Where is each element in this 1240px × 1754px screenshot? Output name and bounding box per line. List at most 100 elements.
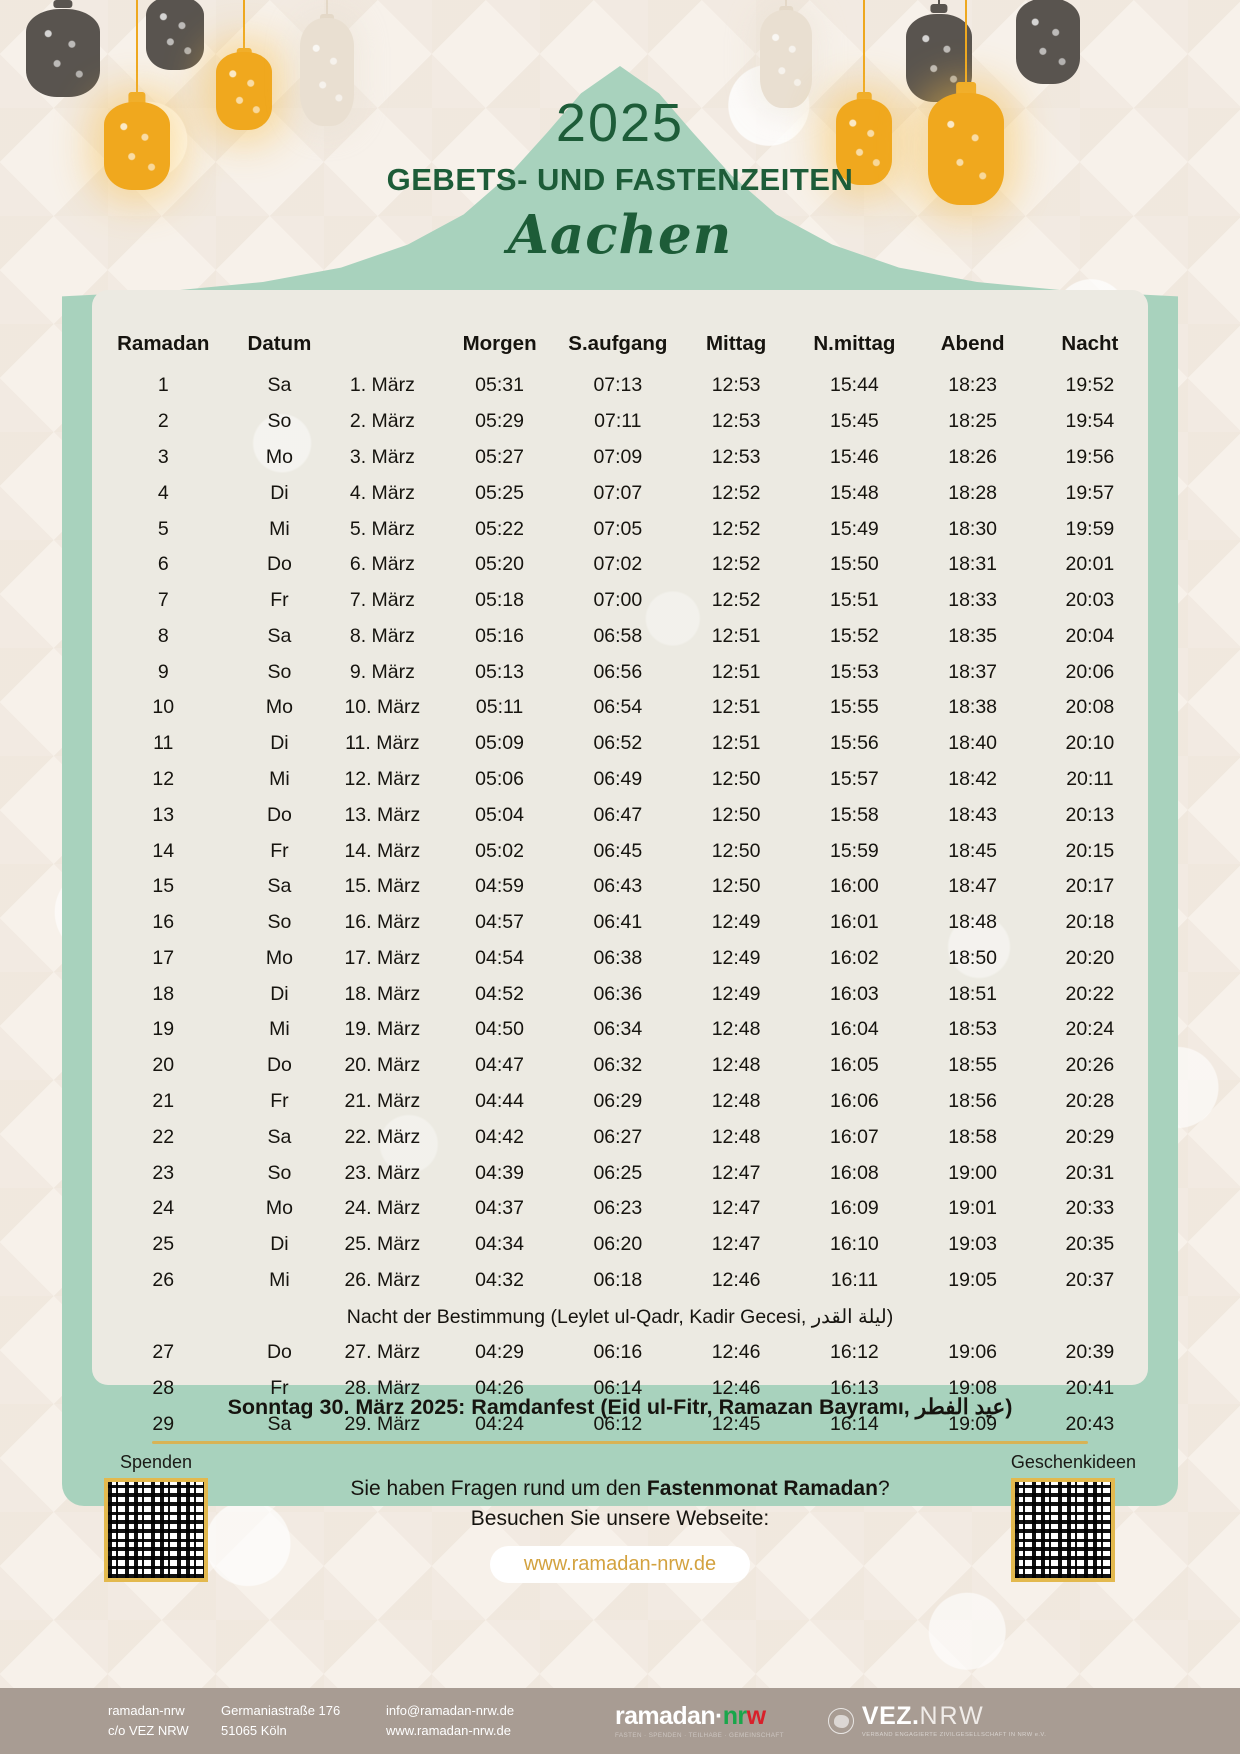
cell-mittag: 12:48 — [711, 1125, 761, 1148]
cell-nachmittag: 16:14 — [829, 1413, 879, 1436]
cell-abend: 18:30 — [948, 517, 998, 540]
cell-nacht: 20:35 — [1065, 1233, 1115, 1256]
lantern-cord — [785, 0, 787, 8]
cell-ramadan: 26 — [152, 1268, 175, 1291]
cell-date: 11. März — [345, 732, 420, 755]
table-header-row: Ramadan Datum Morgen S.aufgang Mittag N.… — [92, 332, 1148, 368]
table-row: 28 Fr 28. März 04:26 06:14 12:46 16:13 19:08 20:… — [92, 1371, 1148, 1407]
cell-ramadan: 14 — [152, 839, 175, 862]
cell-nachmittag: 16:01 — [829, 911, 879, 934]
cell-weekday: So — [267, 1161, 292, 1184]
cell-morgen: 04:57 — [475, 911, 524, 934]
cell-nachmittag: 16:09 — [829, 1197, 879, 1220]
cell-weekday: So — [267, 660, 292, 683]
footer-email[interactable]: info@ramadan-nrw.de — [386, 1702, 515, 1718]
year-title: 2025 — [555, 93, 685, 153]
cell-ramadan: 3 — [157, 445, 169, 468]
column-header-sonnenaufgang: S.aufgang — [568, 332, 668, 355]
cell-nachmittag: 15:44 — [829, 374, 879, 397]
table-row: 24 Mo 24. März 04:37 06:23 12:47 16:09 19:01 20:… — [92, 1191, 1148, 1227]
table-row: 29 Sa 29. März 04:24 06:12 12:45 16:14 19:09 20:… — [92, 1407, 1148, 1443]
cell-sonnenaufgang: 06:49 — [593, 767, 643, 790]
cell-morgen: 04:26 — [475, 1377, 524, 1400]
table-row: 27 Do 27. März 04:29 06:16 12:46 16:12 19:06 20:… — [92, 1335, 1148, 1371]
qr-spenden-label: Spenden — [119, 1452, 193, 1472]
cell-weekday: Fr — [270, 839, 289, 862]
cell-nachmittag: 15:51 — [829, 589, 879, 612]
footer-contact-org: ramadan-nrw c/o VEZ NRW — [108, 1701, 221, 1741]
cell-mittag: 12:48 — [711, 1090, 761, 1113]
cell-mittag: 12:52 — [711, 589, 761, 612]
column-header-mittag: Mittag — [705, 332, 767, 355]
table-row: 5 Mi 5. März 05:22 07:05 12:52 15:49 18:30 19:59 — [92, 511, 1148, 547]
footer-logos: ramadan·nrw FASTEN · SPENDEN · TEILHABE … — [615, 1701, 1046, 1739]
table-row: 18 Di 18. März 04:52 06:36 12:49 16:03 18:51 20:… — [92, 976, 1148, 1012]
cell-nacht: 20:13 — [1065, 803, 1115, 826]
cell-ramadan: 7 — [157, 589, 169, 612]
cell-weekday: Fr — [270, 1377, 289, 1400]
table-row: 11 Di 11. März 05:09 06:52 12:51 15:56 18:40 20:… — [92, 726, 1148, 762]
cell-morgen: 05:27 — [475, 445, 524, 468]
cell-mittag: 12:53 — [711, 374, 761, 397]
cell-sonnenaufgang: 06:25 — [593, 1161, 643, 1184]
table-row: 12 Mi 12. März 05:06 06:49 12:50 15:57 18:42 20:… — [92, 762, 1148, 798]
qr-code-spenden-icon[interactable] — [104, 1478, 208, 1582]
cell-morgen: 05:18 — [475, 589, 524, 612]
cell-nachmittag: 16:11 — [830, 1268, 879, 1291]
cell-date: 9. März — [349, 660, 415, 683]
cell-nacht: 20:29 — [1065, 1125, 1115, 1148]
cell-ramadan: 16 — [152, 911, 175, 934]
website-link-button[interactable]: www.ramadan-nrw.de — [489, 1545, 751, 1583]
cell-nacht: 20:04 — [1065, 624, 1115, 647]
lantern-cap — [53, 0, 73, 9]
cell-weekday: Sa — [267, 374, 292, 397]
cell-morgen: 04:39 — [475, 1161, 524, 1184]
cell-nacht: 20:11 — [1066, 767, 1114, 790]
cell-nacht: 20:22 — [1065, 982, 1115, 1005]
lantern-body — [1016, 0, 1080, 84]
column-header-nachmittag: N.mittag — [813, 332, 896, 355]
cell-nacht: 20:06 — [1065, 660, 1115, 683]
cell-sonnenaufgang: 06:18 — [593, 1268, 643, 1291]
cell-morgen: 04:50 — [475, 1018, 524, 1041]
table-row: 19 Mi 19. März 04:50 06:34 12:48 16:04 18:53 20:… — [92, 1012, 1148, 1048]
cell-ramadan: 6 — [157, 553, 169, 576]
cell-nacht: 20:18 — [1065, 911, 1115, 934]
ramadan-nrw-logo: ramadan·nrw FASTEN · SPENDEN · TEILHABE … — [615, 1701, 784, 1739]
cell-mittag: 12:53 — [711, 445, 761, 468]
cell-date: 16. März — [344, 911, 421, 934]
cell-morgen: 05:11 — [475, 696, 524, 719]
cell-ramadan: 20 — [152, 1054, 175, 1077]
cell-weekday: Fr — [270, 1090, 289, 1113]
qr-code-geschenkideen-icon[interactable] — [1010, 1478, 1115, 1582]
cell-nachmittag: 15:59 — [829, 839, 879, 862]
cell-nachmittag: 16:13 — [829, 1377, 879, 1400]
cell-nacht: 20:20 — [1065, 946, 1115, 969]
qr-spenden-block[interactable]: Spenden — [104, 1452, 208, 1582]
lantern-icon — [146, 0, 204, 70]
cell-ramadan: 13 — [152, 803, 175, 826]
cell-weekday: Do — [266, 1341, 292, 1364]
cell-morgen: 05:20 — [475, 553, 524, 576]
footer-org-line1: ramadan-nrw — [108, 1702, 185, 1718]
cell-weekday: Mi — [269, 517, 290, 540]
cell-nacht: 20:17 — [1065, 875, 1115, 898]
cell-date: 19. März — [344, 1018, 421, 1041]
cell-date: 6. März — [349, 553, 415, 576]
cell-mittag: 12:45 — [711, 1413, 761, 1436]
column-header-ramadan: Ramadan — [117, 332, 210, 355]
logo-part-w: w — [746, 1701, 766, 1730]
cell-nachmittag: 16:02 — [829, 946, 879, 969]
cell-nachmittag: 15:45 — [829, 410, 879, 433]
cell-weekday: So — [267, 911, 292, 934]
cell-nachmittag: 15:55 — [829, 696, 879, 719]
footer-website[interactable]: www.ramadan-nrw.de — [386, 1723, 511, 1738]
cell-mittag: 12:52 — [711, 481, 761, 504]
lantern-cord — [326, 0, 328, 16]
cell-mittag: 12:49 — [711, 982, 761, 1005]
table-row: 6 Do 6. März 05:20 07:02 12:52 15:50 18:31 20:01 — [92, 547, 1148, 583]
cell-morgen: 05:02 — [475, 839, 524, 862]
qr-geschenkideen-block[interactable]: Geschenkideen — [1010, 1452, 1136, 1582]
cell-ramadan: 27 — [152, 1341, 175, 1364]
cell-nacht: 20:37 — [1065, 1268, 1115, 1291]
